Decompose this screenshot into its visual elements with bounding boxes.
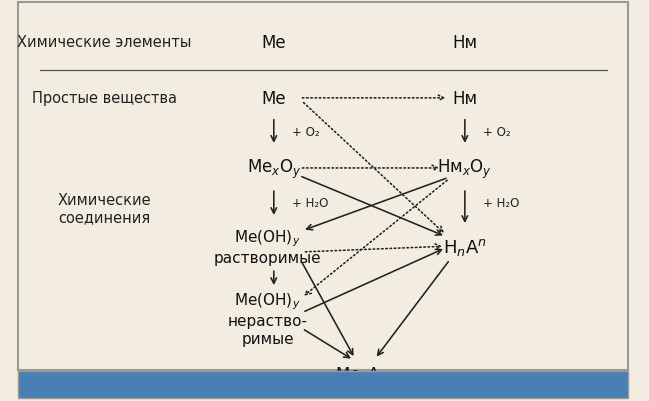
- FancyBboxPatch shape: [18, 4, 628, 371]
- Text: Ме: Ме: [262, 89, 286, 107]
- FancyBboxPatch shape: [18, 371, 628, 398]
- Text: Ме$_x$О$_y$: Ме$_x$О$_y$: [247, 157, 301, 180]
- Text: Нм: Нм: [452, 34, 478, 52]
- Text: Ме$_n$А$_m$: Ме$_n$А$_m$: [335, 365, 391, 384]
- Text: Нм$_x$О$_y$: Нм$_x$О$_y$: [437, 157, 493, 180]
- Text: Ме(ОН)$_y$
нераство-
римые: Ме(ОН)$_y$ нераство- римые: [228, 291, 308, 346]
- Text: Ме: Ме: [262, 34, 286, 52]
- Text: + Н₂О: + Н₂О: [484, 197, 520, 210]
- Text: + О₂: + О₂: [292, 126, 320, 139]
- Text: Простые вещества: Простые вещества: [32, 91, 177, 106]
- Text: Химические
соединения: Химические соединения: [58, 192, 151, 225]
- Text: Нм: Нм: [452, 89, 478, 107]
- Text: H$_n$A$^n$: H$_n$A$^n$: [443, 236, 487, 257]
- Text: Химические элементы: Химические элементы: [17, 35, 191, 50]
- Text: Рис. 71.: Рис. 71.: [32, 378, 92, 391]
- Text: Генетическая связь основных классов неорганических соединений: Генетическая связь основных классов неор…: [95, 378, 550, 391]
- Text: + Н₂О: + Н₂О: [292, 197, 328, 210]
- Text: + О₂: + О₂: [484, 126, 511, 139]
- Text: Ме(ОН)$_y$
растворимые: Ме(ОН)$_y$ растворимые: [214, 227, 321, 265]
